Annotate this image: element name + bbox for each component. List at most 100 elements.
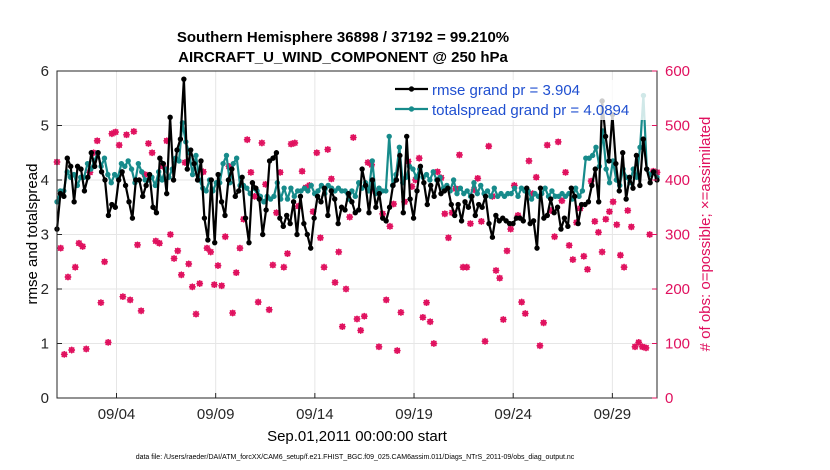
obs-assimilated-point bbox=[192, 310, 200, 318]
obs-assimilated-point bbox=[335, 248, 343, 256]
rmse-point bbox=[85, 174, 91, 180]
rmse-point bbox=[630, 185, 636, 191]
obs-assimilated-point bbox=[445, 234, 452, 242]
obs-assimilated-point bbox=[642, 344, 650, 352]
rmse-point bbox=[482, 193, 489, 200]
totalspread-point bbox=[508, 190, 514, 197]
rmse-point bbox=[263, 207, 269, 213]
rmse-point bbox=[572, 193, 578, 200]
y-right-axis: 0 100 200 300 400 500 600 bbox=[652, 63, 690, 407]
legend-rmse-label: rmse grand pr = 3.904 bbox=[432, 82, 580, 99]
obs-assimilated-point bbox=[532, 173, 540, 181]
rmse-point bbox=[74, 163, 81, 170]
rmse-point bbox=[362, 182, 369, 189]
totalspread-point bbox=[464, 188, 470, 194]
rmse-point bbox=[575, 220, 581, 227]
totalspread-point bbox=[176, 158, 182, 164]
obs-assimilated-point bbox=[569, 256, 577, 263]
rmse-point bbox=[650, 169, 657, 175]
obs-assimilated-point bbox=[510, 182, 518, 189]
obs-assimilated-point bbox=[185, 260, 193, 268]
rmse-point bbox=[116, 177, 122, 183]
x-tick-label: 09/14 bbox=[296, 406, 334, 423]
rmse-point bbox=[277, 215, 283, 221]
totalspread-point bbox=[105, 171, 111, 178]
obs-assimilated-point bbox=[108, 130, 116, 138]
rmse-point bbox=[239, 174, 245, 180]
obs-assimilated-point bbox=[598, 248, 606, 256]
obs-assimilated-point bbox=[309, 208, 317, 216]
rmse-point bbox=[428, 182, 434, 189]
rmse-point bbox=[596, 199, 602, 205]
rmse-point bbox=[284, 212, 290, 219]
rmse-point bbox=[421, 180, 427, 186]
totalspread-point bbox=[454, 190, 460, 197]
rmse-point bbox=[188, 147, 194, 153]
totalspread-point bbox=[308, 182, 314, 189]
obs-assimilated-point bbox=[174, 247, 182, 255]
obs-assimilated-point bbox=[507, 225, 515, 233]
obs-assimilated-point bbox=[627, 223, 635, 231]
rmse-point bbox=[633, 152, 640, 159]
totalspread-point bbox=[281, 185, 287, 191]
obs-assimilated-point bbox=[441, 210, 449, 218]
rmse-point bbox=[383, 218, 389, 224]
y-left-axis-label: rmse and totalspread bbox=[24, 164, 41, 305]
obs-assimilated-point bbox=[430, 340, 438, 347]
obs-assimilated-point bbox=[313, 149, 321, 157]
rmse-point bbox=[520, 218, 526, 224]
obs-assimilated-point bbox=[258, 139, 266, 147]
obs-assimilated-point bbox=[565, 242, 573, 249]
rmse-point bbox=[194, 177, 201, 183]
obs-assimilated-point bbox=[620, 263, 628, 271]
rmse-point bbox=[640, 136, 646, 142]
obs-assimilated-point bbox=[64, 273, 72, 281]
x-tick-label: 09/09 bbox=[197, 406, 235, 423]
obs-assimilated-point bbox=[181, 159, 189, 166]
rmse-point bbox=[452, 212, 458, 219]
obs-assimilated-point bbox=[126, 296, 134, 304]
obs-assimilated-point bbox=[199, 168, 207, 176]
obs-assimilated-point bbox=[320, 263, 328, 271]
obs-assimilated-point bbox=[375, 343, 383, 351]
totalspread-point bbox=[230, 160, 236, 167]
rmse-point bbox=[434, 177, 441, 183]
obs-assimilated-point bbox=[518, 298, 526, 306]
rmse-point bbox=[270, 155, 276, 161]
rmse-point bbox=[205, 237, 211, 243]
legend-spread-dot bbox=[408, 106, 415, 112]
rmse-point bbox=[544, 212, 550, 219]
rmse-point bbox=[290, 199, 297, 205]
totalspread-point bbox=[159, 177, 165, 183]
obs-assimilated-point bbox=[342, 285, 350, 293]
totalspread-point bbox=[288, 185, 294, 191]
rmse-point bbox=[530, 218, 537, 224]
obs-assimilated-point bbox=[287, 140, 295, 148]
obs-assimilated-point bbox=[448, 209, 456, 217]
obs-assimilated-point bbox=[123, 131, 130, 139]
rmse-point bbox=[119, 169, 125, 175]
obs-assimilated-point bbox=[269, 261, 277, 269]
obs-assimilated-point bbox=[470, 186, 478, 194]
obs-assimilated-point bbox=[130, 128, 138, 135]
rmse-point bbox=[88, 150, 94, 156]
totalspread-point bbox=[352, 193, 359, 200]
obs-assimilated-point bbox=[93, 137, 101, 145]
y-left-tick-label: 4 bbox=[41, 172, 49, 189]
rmse-point bbox=[314, 193, 321, 200]
obs-assimilated-point bbox=[346, 213, 354, 221]
rmse-point bbox=[191, 160, 197, 167]
rmse-point bbox=[637, 182, 643, 189]
x-tick-label: 09/29 bbox=[594, 406, 632, 423]
rmse-point bbox=[448, 201, 454, 208]
rmse-point bbox=[236, 188, 242, 194]
rmse-point bbox=[328, 188, 334, 194]
obs-assimilated-point bbox=[317, 234, 324, 242]
obs-assimilated-point bbox=[514, 212, 522, 219]
obs-assimilated-point bbox=[60, 351, 68, 358]
obs-assimilated-point bbox=[79, 243, 87, 250]
y-left-tick-label: 1 bbox=[41, 336, 49, 353]
obs-assimilated-point bbox=[631, 343, 639, 351]
rmse-point bbox=[280, 223, 286, 230]
obs-assimilated-point bbox=[262, 180, 269, 188]
